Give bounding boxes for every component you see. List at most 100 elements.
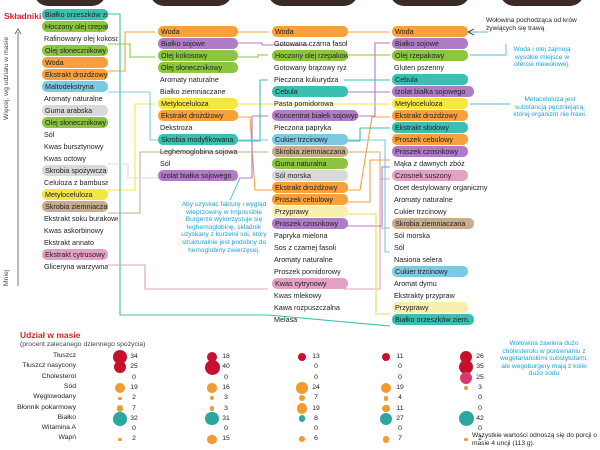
ingredient-1-2: Hoczony olej rzepakowy [42, 21, 108, 32]
ingredient-4-1: Woda [392, 26, 468, 37]
nutrient-dot [205, 412, 219, 426]
nutrient-value: 0 [478, 394, 482, 402]
nutrient-dot [380, 382, 392, 394]
ingredient-3-21: Proszek pomidorowy [274, 267, 341, 276]
ingredient-2-9: Dekstroza [160, 123, 193, 132]
nutrient-value: 24 [312, 383, 320, 391]
nutrient-label: Błonnik pokarmowy [17, 403, 76, 411]
nutrient-value: 40 [222, 363, 230, 371]
ingredient-4-13: Czosnek suszony [392, 170, 468, 181]
nutrient-value: 19 [396, 383, 404, 391]
nutrient-dot [379, 412, 393, 426]
nutrient-dot [382, 353, 390, 361]
product-image-1 [34, 0, 106, 6]
nutrient-value: 25 [476, 373, 484, 381]
ingredient-2-1: Woda [158, 26, 238, 37]
ingredient-1-12: Kwas bursztynowy [44, 142, 104, 151]
ingredient-2-5: Aromaty naturalne [160, 75, 219, 84]
ingredient-4-22: Aromat dymu [394, 279, 437, 288]
nutrient-dot [297, 352, 307, 362]
ingredient-3-16: Przyprawy [272, 206, 348, 217]
note-heme: Aby uzyskać fakturę i wygląd wieprzowiny… [181, 201, 267, 254]
nutrient-value: 7 [314, 394, 318, 402]
ingredient-3-20: Aromaty naturalne [274, 255, 333, 264]
note-methylcellulose: Metaceluloza jest substancją pęczniejącą… [513, 96, 587, 119]
nutrient-value: 32 [130, 414, 138, 422]
note-water-oil: Woda i olej zajmują wysokie miejsce w of… [513, 46, 571, 69]
ingredient-3-15: Proszek cebulowy [272, 194, 348, 205]
nutrient-value: 3 [224, 404, 228, 412]
nutrient-value: 19 [130, 383, 138, 391]
nutrient-value: 42 [476, 414, 484, 422]
nutrient-dot [116, 405, 124, 412]
ingredient-4-3: Olej rzepakowy [392, 50, 468, 61]
nutrient-dot [209, 396, 215, 401]
ingredient-3-1: Woda [272, 26, 348, 37]
ingredient-1-8: Aromaty naturalne [44, 94, 103, 103]
nutrient-value: 15 [222, 435, 230, 443]
nutrient-dot [458, 360, 474, 375]
nutrient-dot [113, 412, 127, 426]
ingredient-3-18: Papryka mielona [274, 231, 328, 240]
ingredient-1-5: Woda [42, 57, 108, 68]
ingredient-1-22: Gliceryna warzywna [44, 262, 108, 271]
nutrient-value: 0 [398, 425, 402, 433]
nutrient-value: 0 [398, 373, 402, 381]
nutrient-value: 0 [132, 373, 136, 381]
ingredient-1-7: Maltodekstryna [42, 81, 108, 92]
nutrient-dot [114, 382, 126, 394]
nutrient-dot [296, 403, 308, 414]
nutrient-value: 18 [222, 353, 230, 360]
connector-lines [108, 13, 510, 327]
ingredient-3-17: Proszek czosnkowy [272, 218, 348, 229]
nutrition-title: Udział w masie [20, 330, 81, 340]
ingredient-4-4: Gluten pszenny [394, 63, 444, 72]
ingredient-4-20: Nasiona selera [394, 255, 442, 264]
ingredient-2-8: Ekstrakt drożdżowy [158, 110, 238, 121]
ingredient-1-13: Kwas octowy [44, 154, 86, 163]
ingredient-4-15: Aromaty naturalne [394, 195, 453, 204]
nutrition-subtitle: (procent zalecanego dziennego spożycia) [20, 341, 146, 348]
nutrient-dot [114, 361, 126, 374]
footer-note: Wszystkie wartości odnoszą się do porcji… [472, 432, 597, 447]
nutrient-value: 2 [478, 435, 482, 443]
ingredient-2-10: Skrobia modyfikowana [158, 134, 238, 145]
nutrient-label: Cholesterol [41, 372, 76, 380]
nutrient-dot [298, 395, 306, 402]
nutrient-value: 0 [314, 363, 318, 371]
ingredient-4-9: Ekstrakt słodowy [392, 122, 468, 133]
ingredient-4-7: Metyloceluloza [392, 98, 468, 109]
ingredient-4-19: Sól [394, 243, 405, 252]
nutrient-value: 0 [314, 373, 318, 381]
ingredient-2-13: Izolat białka sojowego [158, 170, 238, 181]
ingredient-3-19: Sos z czarnej fasoli [274, 243, 336, 252]
ingredient-4-11: Proszek czosnkowy [392, 146, 468, 157]
nutrient-dot [460, 371, 472, 384]
nutrient-value: 27 [396, 414, 404, 422]
nutrient-value: 0 [224, 425, 228, 433]
nutrient-label: Witamina A [41, 424, 76, 432]
nutrient-dot [204, 359, 220, 375]
ingredient-1-6: Ekstrakt drożdżowy [42, 69, 108, 80]
ingredients-title: Składniki [4, 11, 42, 21]
ingredient-2-11: Leghemoglobina sojowa [160, 147, 238, 156]
ingredient-4-18: Sól morska [394, 231, 430, 240]
ingredient-3-8: Koncentrat białek sojowych [272, 110, 358, 121]
nutrient-value: 0 [224, 373, 228, 381]
product-image-2 [150, 0, 232, 6]
nutrient-value: 0 [398, 363, 402, 371]
nutrient-value: 0 [478, 425, 482, 433]
ingredient-3-13: Sól morska [272, 170, 348, 181]
ingredient-1-15: Celuloza z bambusa [44, 178, 108, 187]
ingredient-3-14: Ekstrakt drożdżowy [272, 182, 348, 193]
ingredient-2-12: Sól [160, 159, 171, 168]
ingredient-4-16: Cukier trzcinowy [394, 207, 447, 216]
nutrient-dot [113, 350, 127, 364]
ingredient-1-21: Ekstrakt cytrusowy [42, 249, 108, 260]
ingredient-1-18: Ekstrakt soku burakowego [44, 214, 118, 223]
nutrient-dot [382, 436, 390, 443]
ingredient-1-20: Ekstrakt annato [44, 238, 94, 247]
ingredient-1-10: Olej słonecznikowy [42, 117, 108, 128]
ingredient-3-25: Melasa [274, 315, 298, 324]
ingredient-4-25: Białko orzeszków ziem. [392, 314, 474, 325]
